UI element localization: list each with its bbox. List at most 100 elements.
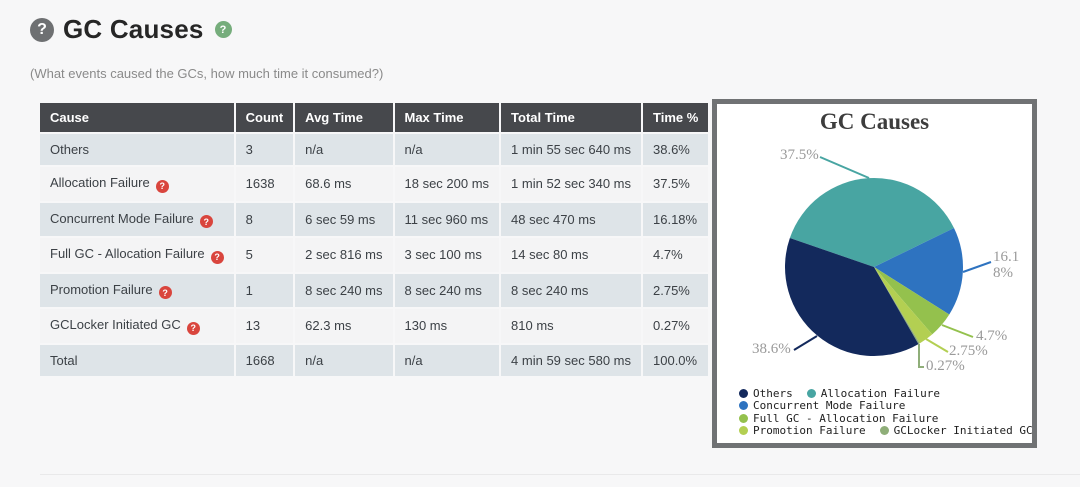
table-cell: 1 [235, 273, 294, 307]
legend-item: Promotion Failure [739, 424, 866, 437]
table-cell: 18 sec 200 ms [394, 167, 500, 201]
pie-percent-label: 0.27% [926, 358, 965, 374]
table-cell: n/a [394, 344, 500, 376]
table-cell: n/a [394, 134, 500, 165]
legend-swatch [879, 426, 889, 436]
legend-item: GCLocker Initiated GC [879, 424, 1033, 437]
column-header: Cause [40, 103, 234, 132]
cause-cell: Promotion Failure? [40, 273, 234, 307]
table-cell: 0.27% [643, 309, 709, 343]
pie-slice-allocation-failure [789, 177, 954, 267]
chart-legend: Others Allocation Failure Concurrent Mode … [739, 387, 1033, 437]
table-cell: 8 sec 240 ms [394, 273, 500, 307]
help-icon[interactable]: ? [155, 179, 169, 193]
pie-percent-label: 37.5% [780, 147, 819, 163]
table-cell: 4.7% [643, 238, 709, 272]
table-cell: 6 sec 59 ms [295, 202, 393, 236]
legend-row: Others Allocation Failure [739, 387, 1033, 400]
chart-title: GC Causes [819, 109, 930, 134]
pie-chart [784, 156, 992, 368]
table-cell: 8 sec 240 ms [295, 273, 393, 307]
pie-chart-panel: GC Causes 38.6% 37.5% 16.18% 4.7% 2.75% 0.27%… [712, 99, 1037, 448]
table-cell: n/a [295, 344, 393, 376]
legend-swatch [739, 388, 748, 398]
cause-cell: Total [40, 344, 234, 376]
pie-percent-label: 4.7% [976, 328, 1008, 344]
table-cell: 68.6 ms [295, 167, 393, 201]
label-leader-line [793, 335, 818, 351]
question-mark-icon: ? [30, 17, 54, 42]
help-icon[interactable]: ? [158, 286, 172, 299]
legend-row: Full GC - Allocation Failure [739, 412, 1033, 425]
pie-slice-others [784, 238, 919, 357]
table-row: Others 3 n/a n/a 1 min 55 sec 640 ms 38.6% [40, 134, 709, 165]
table-row: Promotion Failure? 1 8 sec 240 ms 8 sec 240… [40, 273, 709, 307]
legend-swatch [739, 401, 748, 411]
table-cell: 100.0% [643, 344, 709, 376]
legend-item: Concurrent Mode Failure [739, 399, 905, 412]
cause-cell: Allocation Failure? [40, 167, 234, 201]
column-header: Max Time [394, 103, 500, 132]
label-leader-line [819, 156, 870, 179]
table-cell: 14 sec 80 ms [501, 238, 641, 272]
cause-cell: Concurrent Mode Failure? [40, 202, 234, 236]
table-cell: 8 sec 240 ms [501, 273, 641, 307]
column-header: Count [235, 103, 294, 132]
legend-row: Promotion Failure GCLocker Initiated GC [739, 424, 1033, 437]
pie-percent-label: 16.18% [993, 249, 1020, 281]
table-cell: 5 [235, 238, 294, 272]
table-cell: 11 sec 960 ms [394, 202, 500, 236]
label-leader-line [962, 261, 992, 273]
table-row: Allocation Failure? 1638 68.6 ms 18 sec 200… [40, 167, 709, 201]
table-cell: 130 ms [394, 309, 500, 343]
table-cell: 3 [235, 134, 294, 165]
table-cell: 8 [235, 202, 294, 236]
gc-causes-table: Cause Count Avg Time Max Time Total Time Time… [38, 101, 710, 378]
legend-label: Others [753, 386, 793, 400]
label-leader-line [918, 344, 924, 368]
cause-cell: GCLocker Initiated GC? [40, 309, 234, 343]
pie-slice-promotion-failure [874, 267, 933, 344]
pie-slice-concurrent-mode-failure [874, 227, 963, 315]
legend-swatch [806, 388, 816, 398]
pie-percent-label: 2.75% [949, 343, 988, 359]
page-subtitle: (What events caused the GCs, how much ti… [30, 66, 384, 81]
table-cell: 810 ms [501, 309, 641, 343]
table-cell: 4 min 59 sec 580 ms [501, 344, 641, 376]
pie-slice-full-gc-allocation-failure [874, 267, 950, 335]
table-cell: 62.3 ms [295, 309, 393, 343]
table-cell: 1668 [235, 344, 294, 376]
table-cell: 2 sec 816 ms [295, 238, 393, 272]
pie-slice-gclocker-initiated-gc [874, 267, 920, 345]
table-row: GCLocker Initiated GC? 13 62.3 ms 130 ms 810… [40, 309, 709, 343]
legend-swatch [739, 413, 748, 423]
table-cell: 48 sec 470 ms [501, 202, 641, 236]
table-cell: 16.18% [643, 202, 709, 236]
table-cell: 1638 [235, 167, 294, 201]
help-icon[interactable]: ? [186, 321, 200, 335]
column-header: Total Time [501, 103, 641, 132]
cause-cell: Others [40, 134, 234, 165]
legend-item: Full GC - Allocation Failure [739, 412, 938, 425]
help-icon[interactable]: ? [210, 250, 224, 264]
legend-item: Others [739, 387, 793, 400]
legend-item: Allocation Failure [806, 386, 940, 400]
legend-label: Concurrent Mode Failure [753, 399, 906, 413]
table-row: Total 1668 n/a n/a 4 min 59 sec 580 ms 100.0% [40, 344, 709, 376]
help-icon[interactable]: ? [199, 215, 213, 228]
help-icon[interactable]: ? [214, 21, 232, 38]
table-row: Full GC - Allocation Failure? 5 2 sec 816 … [40, 238, 709, 272]
table-cell: 13 [235, 309, 294, 343]
divider [40, 474, 1080, 475]
legend-swatch [739, 426, 748, 436]
page-header: ? GC Causes ? [30, 14, 232, 45]
table-cell: 3 sec 100 ms [394, 238, 500, 272]
column-header: Time % [643, 103, 709, 132]
label-leader-line [941, 324, 974, 338]
legend-row: Concurrent Mode Failure [739, 399, 1033, 412]
legend-label: Allocation Failure [820, 386, 940, 400]
page-title: GC Causes [63, 14, 204, 44]
table-cell: 1 min 52 sec 340 ms [501, 167, 641, 201]
table-cell: 38.6% [643, 134, 709, 165]
